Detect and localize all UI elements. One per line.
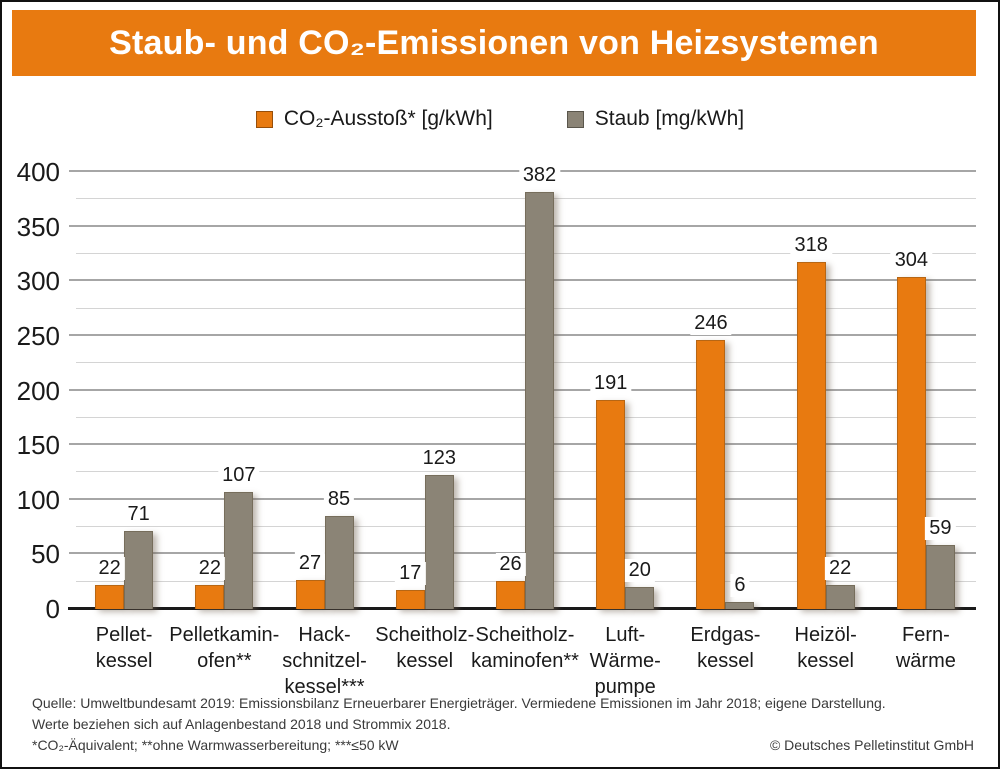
category-label: Luft- Wärme-pumpe	[590, 622, 661, 700]
category-label-line: ofen**	[197, 650, 252, 672]
category-label-line: Pelletkamin-	[169, 624, 280, 646]
gridline-major	[69, 388, 976, 391]
footer: Quelle: Umweltbundesamt 2019: Emissionsb…	[32, 693, 974, 756]
bar-value-staub: 22	[825, 556, 856, 580]
bar-staub	[424, 474, 454, 609]
bar-value-co2: 17	[395, 562, 426, 586]
staub-series-label: Staub [mg/kWh]	[594, 107, 745, 130]
category-label-line: kessel***	[284, 676, 365, 698]
source-line-1: Quelle: Umweltbundesamt 2019: Emissionsb…	[32, 695, 886, 711]
gridline-major	[69, 497, 976, 500]
y-axis-tick-label: 400	[16, 157, 60, 187]
category-label-line: kessel	[697, 650, 754, 672]
gridline-major	[69, 224, 976, 227]
bar-value-co2: 191	[590, 372, 632, 396]
bar-co2	[596, 400, 626, 609]
category-label-line: schnitzel-	[282, 650, 367, 672]
bar-value-staub: 107	[218, 464, 260, 488]
y-axis-tick-label: 200	[16, 375, 60, 406]
bar-value-staub: 85	[323, 488, 355, 512]
legend-item-staub: Staub [mg/kWh]	[566, 107, 745, 131]
co2-series-label: CO₂-Ausstoß* [g/kWh]	[283, 107, 493, 130]
category-label-line: Hack-	[298, 624, 351, 646]
bar-value-co2: 304	[890, 248, 933, 272]
staub-series-swatch-icon	[566, 110, 584, 128]
bar-value-co2: 318	[790, 233, 832, 257]
bar-co2	[896, 276, 926, 609]
category-label-line: kessel	[797, 650, 854, 672]
co2-series-swatch-icon	[255, 110, 273, 128]
bar-staub	[625, 587, 655, 609]
source-line-2: Werte beziehen sich auf Anlagenbestand 2…	[32, 716, 451, 732]
bar-staub	[124, 531, 154, 609]
category-label: Scheitholz-kaminofen**	[471, 622, 579, 674]
category-label-line: wärme	[895, 650, 956, 672]
y-axis: 0 50 100 150 200 250 300 350 400	[2, 159, 64, 622]
bar-co2	[696, 340, 726, 609]
gridline-major	[69, 443, 976, 446]
y-axis-tick-label: 100	[16, 484, 60, 515]
category-label: Fern-wärme	[896, 622, 956, 674]
bar-staub	[825, 584, 855, 609]
category-label-line: kessel	[95, 650, 153, 672]
title-bar: Staub- und CO₂-Emissionen von Heizsystem…	[12, 10, 976, 76]
bar-value-co2: 22	[94, 556, 125, 580]
category-label: Pelletkamin-ofen**	[169, 622, 279, 674]
category-label-line: Pellet-	[95, 624, 153, 646]
bar-staub	[224, 492, 254, 609]
bar-staub	[725, 602, 755, 609]
bar-value-staub: 382	[518, 163, 561, 187]
bar-value-co2: 26	[495, 552, 526, 576]
bar-co2	[295, 579, 325, 609]
y-axis-tick-label: 250	[16, 320, 60, 351]
chart-title: Staub- und CO₂-Emissionen von Heizsystem…	[109, 23, 879, 62]
category-label-line: pumpe	[594, 676, 656, 698]
category-label-line: Luft-	[605, 624, 646, 646]
bar-value-staub: 123	[418, 446, 460, 470]
bar-value-staub: 59	[925, 516, 956, 540]
bar-value-co2: 22	[194, 556, 225, 580]
bar-co2	[796, 261, 826, 609]
bar-value-co2: 246	[690, 312, 732, 336]
gridline-major	[69, 279, 976, 282]
category-label-line: Erdgas-	[690, 624, 761, 646]
category-label-line: Heizöl-	[794, 624, 857, 646]
category-label-line: Scheitholz-	[475, 624, 575, 646]
legend-item-co2: CO₂-Ausstoß* [g/kWh]	[255, 107, 493, 131]
category-label-line: Fern-	[901, 624, 950, 646]
category-label-line: Scheitholz-	[375, 624, 475, 646]
bar-co2	[195, 584, 225, 609]
bar-co2	[496, 580, 525, 609]
bar-value-co2: 27	[294, 551, 326, 575]
y-axis-tick-label: 350	[16, 211, 60, 242]
category-label: Pellet-kessel	[96, 622, 153, 674]
y-axis-tick-label: 50	[31, 539, 60, 570]
bar-value-staub: 20	[624, 559, 655, 583]
category-label-line: Wärme-	[589, 650, 661, 672]
category-label-line: kaminofen**	[471, 650, 579, 672]
plot-area: 22 71 Pellet-kessel 22 107 Pelletkamin-ofen**…	[68, 163, 976, 698]
category-label: Heizöl-kessel	[795, 622, 857, 674]
category-label: Scheitholz-kessel	[375, 622, 474, 674]
bar-value-staub: 6	[730, 574, 750, 598]
bar-staub	[925, 544, 955, 609]
bar-co2	[95, 584, 125, 609]
bar-value-staub: 71	[123, 503, 154, 527]
copyright: © Deutsches Pelletinstitut GmbH	[769, 737, 974, 753]
category-label: Hack-schnitzel-kessel***	[282, 622, 366, 700]
category-label-line: kessel	[396, 650, 454, 672]
bar-co2	[395, 590, 425, 609]
category-label: Erdgas-kessel	[690, 622, 760, 674]
bar-staub	[324, 516, 354, 609]
legend: CO₂-Ausstoß* [g/kWh] Staub [mg/kWh]	[2, 103, 998, 135]
y-axis-tick-label: 300	[16, 266, 60, 297]
y-axis-tick-label: 0	[45, 594, 60, 624]
gridline-major	[69, 333, 976, 336]
footnotes-line: *CO₂-Äquivalent; **ohne Warmwasserbereit…	[32, 737, 399, 753]
y-axis-tick-label: 150	[16, 430, 60, 461]
bar-staub	[525, 191, 554, 609]
